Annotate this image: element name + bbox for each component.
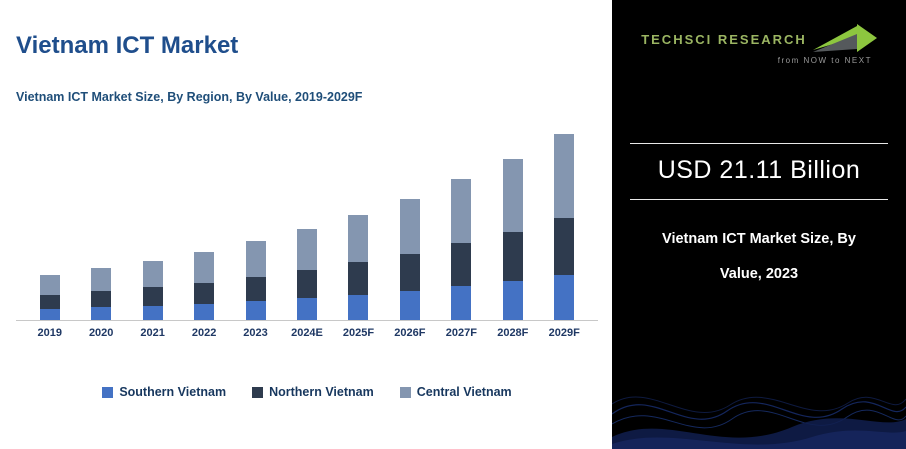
highlight-panel: TechSci Research from NOW to NEXT USD 21… (612, 0, 906, 449)
bar-column-2024e (281, 228, 332, 320)
bar-column-2021 (127, 260, 178, 320)
x-axis-labels: 2019 2020 2021 2022 2023 2024E 2025F 2026F 2027F… (16, 327, 598, 339)
bar-stack (91, 267, 112, 320)
bar-plot (16, 126, 598, 321)
bar-stack (142, 260, 163, 320)
bar-column-2028f (487, 158, 538, 320)
x-tick-label: 2029F (548, 327, 580, 339)
logo-row: TechSci Research (641, 24, 877, 54)
bar-stack (399, 199, 420, 320)
bar-segment-southern-vietnam (399, 291, 420, 320)
bar-segment-central-vietnam (554, 134, 575, 218)
bar-segment-southern-vietnam (142, 305, 163, 320)
bar-stack (296, 228, 317, 320)
bar-segment-central-vietnam (142, 260, 163, 288)
bar-segment-northern-vietnam (502, 231, 523, 282)
legend-item-northern-vietnam: Northern Vietnam (252, 385, 374, 399)
bar-segment-central-vietnam (296, 228, 317, 271)
bar-column-2020 (75, 267, 126, 320)
divider-line-top (629, 143, 889, 144)
bar-column-2026f (384, 199, 435, 320)
x-tick-label: 2020 (88, 327, 114, 339)
bar-segment-southern-vietnam (91, 307, 112, 320)
bar-segment-northern-vietnam (451, 242, 472, 287)
bar-segment-northern-vietnam (399, 253, 420, 292)
chart-panel: Vietnam ICT Market Vietnam ICT Market Si… (16, 32, 598, 399)
legend-swatch (399, 386, 411, 398)
bar-stack (348, 215, 369, 320)
x-tick-label: 2027F (445, 327, 477, 339)
x-tick-label: 2019 (37, 327, 62, 339)
x-tick-label: 2022 (191, 327, 217, 339)
logo-tagline: from NOW to NEXT (777, 56, 872, 65)
bar-stack (451, 179, 472, 320)
bar-segment-southern-vietnam (502, 281, 523, 320)
bar-segment-southern-vietnam (554, 275, 575, 320)
x-tick-label: 2025F (342, 327, 375, 339)
legend-item-southern-vietnam: Southern Vietnam (102, 385, 226, 399)
techsci-logo: TechSci Research from NOW to NEXT (612, 24, 906, 65)
legend-label: Southern Vietnam (119, 385, 227, 399)
bar-stack (194, 251, 215, 320)
bar-segment-central-vietnam (399, 199, 420, 254)
bar-segment-northern-vietnam (91, 291, 112, 308)
logo-arrow-icon (812, 24, 877, 52)
logo-brand-text: TechSci Research (641, 31, 807, 47)
bar-segment-central-vietnam (451, 179, 472, 243)
bar-column-2023 (230, 240, 281, 320)
bar-segment-northern-vietnam (348, 262, 369, 295)
x-tick-label: 2026F (394, 327, 426, 339)
bar-segment-southern-vietnam (348, 294, 369, 320)
chart-legend: Southern Vietnam Northern Vietnam Central … (16, 385, 598, 399)
bar-segment-central-vietnam (502, 158, 523, 232)
x-tick-label: 2028F (497, 327, 529, 339)
stacked-bar-chart: 2019 2020 2021 2022 2023 2024E 2025F 2026F 2027F… (16, 126, 598, 339)
bar-stack (554, 134, 575, 320)
bar-stack (245, 240, 266, 320)
highlight-value: USD 21.11 Billion (657, 156, 861, 184)
highlight-caption: Vietnam ICT Market Size, By Value, 2023 (662, 231, 856, 282)
bar-segment-northern-vietnam (194, 282, 215, 304)
bar-segment-central-vietnam (245, 240, 266, 277)
legend-label: Central Vietnam (416, 385, 512, 399)
bar-stack (502, 158, 523, 320)
bar-segment-central-vietnam (194, 251, 215, 283)
bar-segment-northern-vietnam (39, 295, 60, 310)
wave-decoration (612, 396, 906, 449)
bar-segment-southern-vietnam (245, 300, 266, 320)
x-tick-label: 2023 (243, 327, 268, 339)
bar-segment-central-vietnam (39, 275, 60, 296)
bar-segment-northern-vietnam (296, 270, 317, 299)
bar-column-2022 (178, 251, 229, 320)
bar-segment-southern-vietnam (296, 298, 317, 320)
x-tick-label: 2024E (291, 327, 323, 339)
bar-segment-central-vietnam (348, 215, 369, 263)
legend-swatch (252, 386, 264, 398)
bar-segment-southern-vietnam (194, 303, 215, 320)
bar-column-2025f (333, 215, 384, 320)
bar-segment-northern-vietnam (245, 276, 266, 301)
bar-column-2019 (24, 275, 75, 320)
bar-segment-northern-vietnam (142, 287, 163, 306)
page-title: Vietnam ICT Market (16, 32, 239, 59)
x-tick-label: 2021 (140, 327, 165, 339)
legend-swatch (102, 386, 114, 398)
legend-item-central-vietnam: Central Vietnam (399, 385, 512, 399)
bar-segment-northern-vietnam (554, 217, 575, 276)
divider-line-mid (629, 199, 889, 200)
bar-column-2029f (539, 134, 590, 320)
bar-stack (39, 275, 60, 320)
legend-label: Northern Vietnam (269, 385, 374, 399)
chart-subtitle: Vietnam ICT Market Size, By Region, By V… (16, 90, 363, 104)
bar-segment-southern-vietnam (39, 309, 60, 320)
bar-segment-central-vietnam (91, 267, 112, 292)
bar-segment-southern-vietnam (451, 286, 472, 320)
bar-column-2027f (436, 179, 487, 320)
